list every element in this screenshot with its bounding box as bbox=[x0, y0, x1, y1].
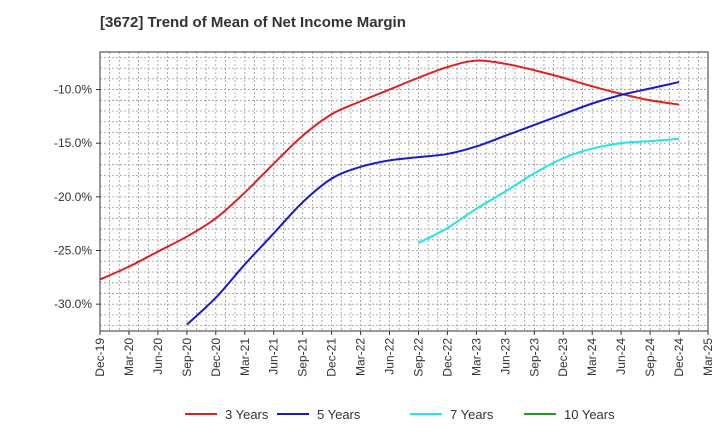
y-tick-label: -30.0% bbox=[54, 297, 92, 311]
legend-label-3-years: 3 Years bbox=[225, 407, 269, 422]
x-tick-label: Sep-22 bbox=[411, 338, 425, 377]
series-layer bbox=[99, 59, 680, 326]
x-tick-label: Mar-20 bbox=[122, 338, 136, 376]
x-tick-label: Dec-21 bbox=[325, 338, 339, 377]
axis-layer: -10.0% -15.0% -20.0% -25.0% -30.0% Dec-19 Mar-… bbox=[54, 51, 715, 377]
x-tick-label: Dec-22 bbox=[440, 338, 454, 377]
x-tick-label: Dec-24 bbox=[672, 338, 686, 377]
y-tick-label: -20.0% bbox=[54, 190, 92, 204]
x-tick-label: Jun-20 bbox=[151, 338, 165, 375]
x-tick-label: Jun-24 bbox=[614, 338, 628, 375]
x-tick-label: Mar-25 bbox=[701, 338, 715, 376]
chart-title: [3672] Trend of Mean of Net Income Margi… bbox=[100, 14, 406, 31]
legend: 3 Years 5 Years 7 Years 10 Years bbox=[185, 407, 615, 422]
x-tick-label: Mar-21 bbox=[238, 338, 252, 376]
x-tick-label: Dec-19 bbox=[93, 338, 107, 377]
y-tick-label: -25.0% bbox=[54, 244, 92, 258]
x-tick-label: Dec-20 bbox=[209, 338, 223, 377]
y-tick-label: -10.0% bbox=[54, 83, 92, 97]
x-tick-label: Mar-23 bbox=[469, 338, 483, 376]
x-tick-label: Mar-24 bbox=[585, 338, 599, 376]
x-tick-label: Sep-20 bbox=[180, 338, 194, 377]
plot-area-border bbox=[99, 51, 709, 332]
x-tick-label: Jun-21 bbox=[267, 338, 281, 375]
legend-label-7-years: 7 Years bbox=[450, 407, 494, 422]
legend-label-5-years: 5 Years bbox=[317, 407, 361, 422]
x-tick-label: Dec-23 bbox=[556, 338, 570, 377]
series-line-5-years bbox=[186, 81, 680, 326]
x-tick-label: Mar-22 bbox=[354, 338, 368, 376]
x-tick-label: Jun-22 bbox=[383, 338, 397, 375]
x-tick-label: Sep-21 bbox=[296, 338, 310, 377]
x-tick-label: Jun-23 bbox=[498, 338, 512, 375]
series-line-3-years bbox=[99, 59, 680, 281]
x-tick-label: Sep-23 bbox=[527, 338, 541, 377]
x-tick-label: Sep-24 bbox=[643, 338, 657, 377]
y-tick-label: -15.0% bbox=[54, 136, 92, 150]
series-line-7-years bbox=[418, 137, 680, 244]
legend-label-10-years: 10 Years bbox=[564, 407, 615, 422]
grid-layer bbox=[99, 52, 709, 331]
